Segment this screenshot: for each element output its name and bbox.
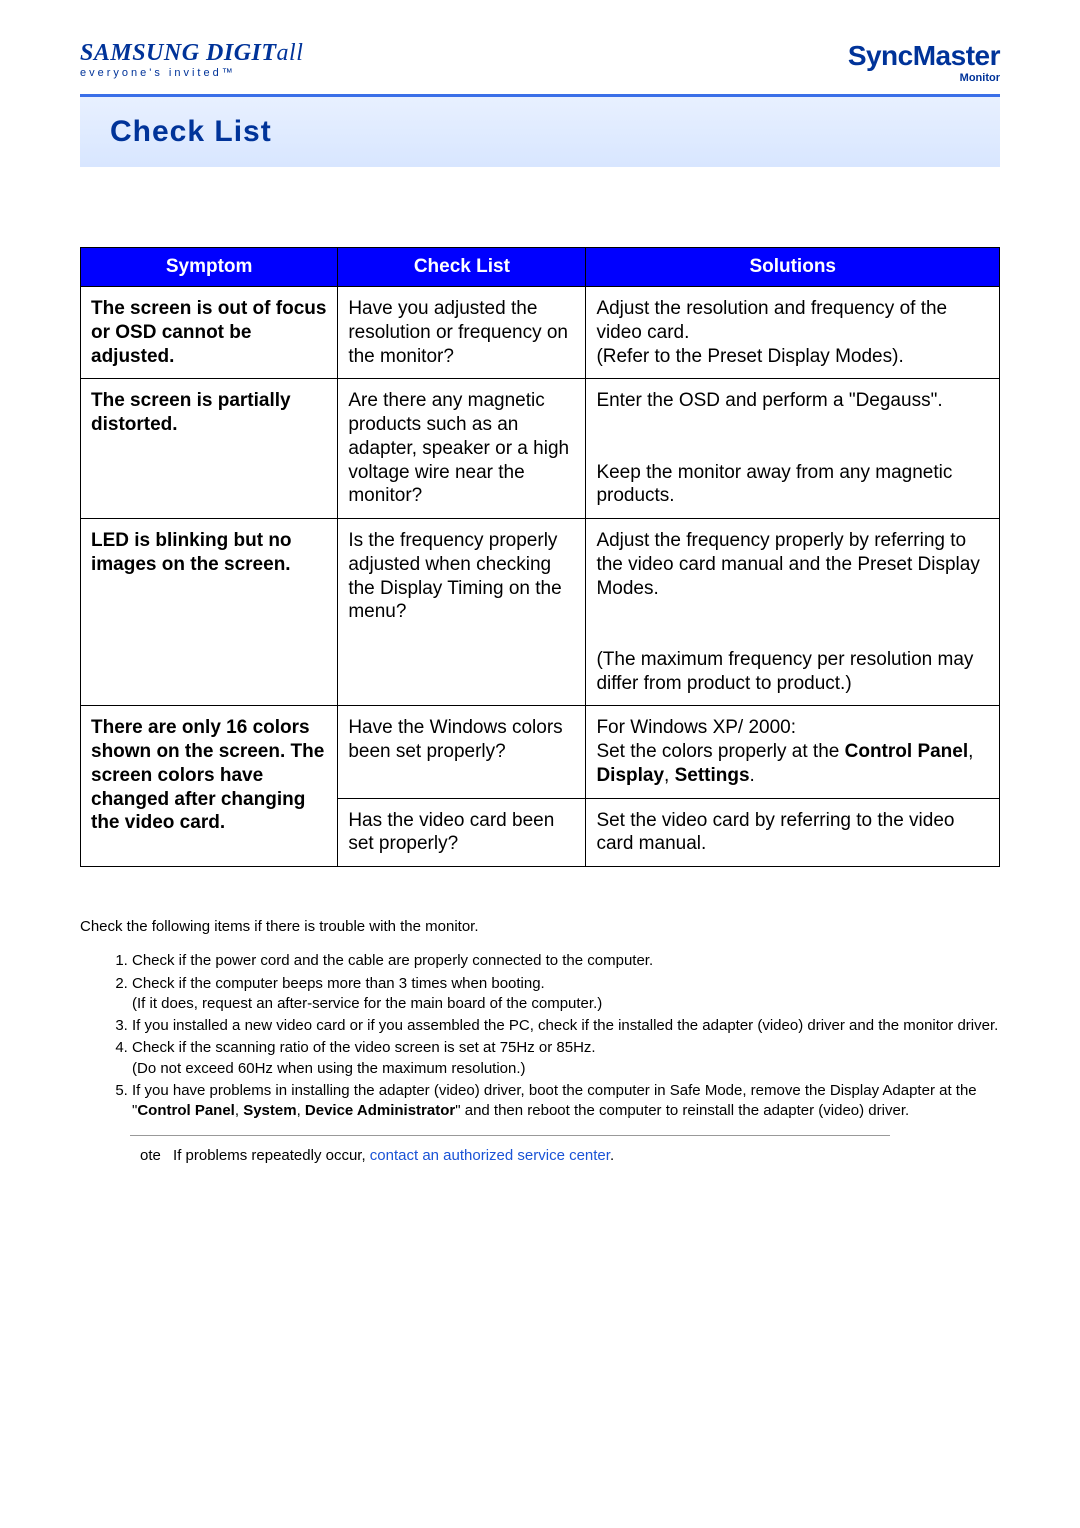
cell-solution: Enter the OSD and perform a "Degauss".Ke… <box>586 379 1000 519</box>
notes-block: Check the following items if there is tr… <box>80 917 1000 1167</box>
logo-syncmaster: SyncMaster Monitor <box>848 40 1000 84</box>
cell-symptom: The screen is partially distorted. <box>81 379 338 519</box>
table-row: The screen is out of focus or OSD cannot… <box>81 287 1000 379</box>
cell-check: Is the frequency properly adjusted when … <box>338 519 586 706</box>
footnote: ote If problems repeatedly occur, contac… <box>80 1146 1000 1166</box>
footnote-link[interactable]: contact an authorized service center <box>370 1147 610 1164</box>
col-checklist: Check List <box>338 248 586 287</box>
table-body: The screen is out of focus or OSD cannot… <box>81 287 1000 867</box>
notes-list: Check if the power cord and the cable ar… <box>80 951 1000 1121</box>
header: SAMSUNG DIGITall everyone's invited™ Syn… <box>80 40 1000 84</box>
footnote-text: If problems repeatedly occur, <box>173 1147 370 1164</box>
troubleshoot-table: Symptom Check List Solutions The screen … <box>80 247 1000 867</box>
notes-item: Check if the power cord and the cable ar… <box>132 951 1000 971</box>
notes-divider <box>130 1135 890 1136</box>
table-header-row: Symptom Check List Solutions <box>81 248 1000 287</box>
cell-solution: Set the video card by referring to the v… <box>586 798 1000 867</box>
logo-syncmaster-text: SyncMaster <box>848 40 1000 72</box>
table-row: There are only 16 colors shown on the sc… <box>81 706 1000 798</box>
cell-solution: Adjust the frequency properly by referri… <box>586 519 1000 706</box>
col-symptom: Symptom <box>81 248 338 287</box>
logo-samsung: SAMSUNG DIGITall everyone's invited™ <box>80 40 303 79</box>
notes-item: If you installed a new video card or if … <box>132 1016 1000 1036</box>
footnote-label: ote <box>140 1147 161 1164</box>
logo-syncmaster-sub: Monitor <box>848 72 1000 84</box>
logo-samsung-text-b: all <box>277 40 304 66</box>
logo-samsung-tagline: everyone's invited™ <box>80 67 303 79</box>
notes-item: Check if the computer beeps more than 3 … <box>132 974 1000 1015</box>
notes-item: Check if the scanning ratio of the video… <box>132 1038 1000 1079</box>
title-bar: Check List <box>80 97 1000 167</box>
logo-samsung-text-a: SAMSUNG DIGIT <box>80 40 277 66</box>
cell-check: Have the Windows colors been set properl… <box>338 706 586 798</box>
cell-check: Have you adjusted the resolution or freq… <box>338 287 586 379</box>
table-row: LED is blinking but no images on the scr… <box>81 519 1000 706</box>
cell-symptom: LED is blinking but no images on the scr… <box>81 519 338 706</box>
cell-solution: Adjust the resolution and frequency of t… <box>586 287 1000 379</box>
footnote-suffix: . <box>610 1147 614 1164</box>
table-row: The screen is partially distorted.Are th… <box>81 379 1000 519</box>
cell-check: Are there any magnetic products such as … <box>338 379 586 519</box>
cell-symptom: There are only 16 colors shown on the sc… <box>81 706 338 867</box>
logo-samsung-line1: SAMSUNG DIGITall <box>80 40 303 67</box>
notes-title: Check the following items if there is tr… <box>80 917 1000 937</box>
cell-symptom: The screen is out of focus or OSD cannot… <box>81 287 338 379</box>
cell-solution: For Windows XP/ 2000:Set the colors prop… <box>586 706 1000 798</box>
col-solutions: Solutions <box>586 248 1000 287</box>
page-title: Check List <box>110 115 272 148</box>
table-head: Symptom Check List Solutions <box>81 248 1000 287</box>
cell-check: Has the video card been set properly? <box>338 798 586 867</box>
notes-item: If you have problems in installing the a… <box>132 1081 1000 1122</box>
page: SAMSUNG DIGITall everyone's invited™ Syn… <box>0 0 1080 1227</box>
